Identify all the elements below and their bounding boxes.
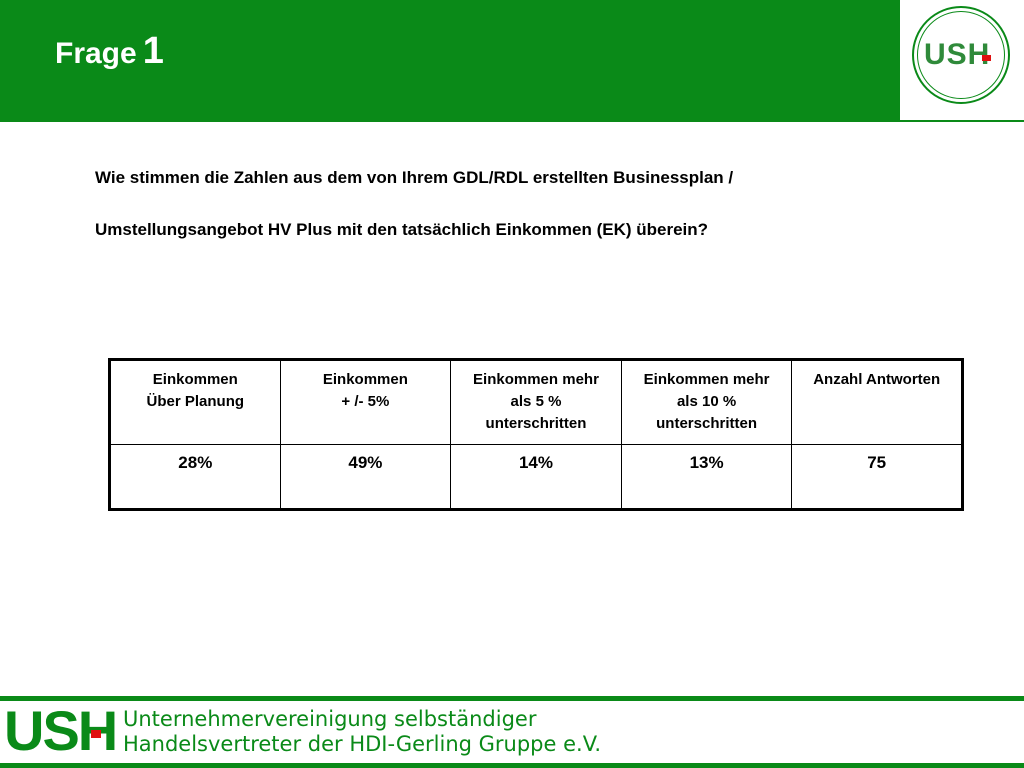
logo-red-dash [982, 55, 991, 61]
column-header: Anzahl Antworten [791, 359, 963, 445]
column-header-line: Anzahl Antworten [813, 371, 941, 388]
title-word: Frage [55, 37, 137, 70]
question-line-1: Wie stimmen die Zahlen aus dem von Ihrem… [95, 168, 734, 187]
logo-outer-ring [912, 6, 1010, 104]
footer-organization-name: Unternehmervereinigung selbständiger Han… [123, 707, 601, 757]
column-header-line: Einkommen mehr [643, 371, 770, 388]
table-header-row: Einkommen Über Planung Einkommen + /- 5%… [109, 359, 963, 445]
table-cell: 28% [109, 444, 281, 510]
title-number: 1 [142, 30, 164, 72]
table-cell: 75 [791, 444, 963, 510]
footer-logo-red-dash [91, 730, 101, 738]
table-cell: 14% [450, 444, 622, 510]
table-cell: 13% [620, 444, 793, 510]
column-header-line: unterschritten [485, 415, 587, 432]
column-header: Einkommen mehr als 5 % unterschritten [450, 359, 622, 445]
logo-inner-ring [917, 11, 1005, 99]
column-header-line: Über Planung [146, 393, 245, 410]
page-title: Frage 1 [55, 30, 164, 73]
footer-divider-top [0, 696, 1024, 701]
column-header-line: Einkommen [152, 371, 238, 388]
column-header-line: als 5 % [510, 393, 562, 410]
column-header: Einkommen mehr als 10 % unterschritten [620, 359, 793, 445]
footer-line-1: Unternehmervereinigung selbständiger [123, 707, 537, 731]
footer-divider-bottom [0, 763, 1024, 768]
column-header-line: + /- 5% [341, 393, 390, 410]
column-header-line: unterschritten [656, 415, 757, 432]
table-cell: 49% [279, 444, 452, 510]
footer-line-2: Handelsvertreter der HDI-Gerling Gruppe … [123, 732, 602, 756]
column-header-line: Einkommen [322, 371, 408, 388]
column-header: Einkommen + /- 5% [279, 359, 452, 445]
results-table: Einkommen Über Planung Einkommen + /- 5%… [108, 358, 964, 511]
logo-text: USH [924, 38, 991, 71]
column-header: Einkommen Über Planung [109, 359, 281, 445]
column-header-line: Einkommen mehr [473, 371, 599, 388]
column-header-line: als 10 % [676, 393, 737, 410]
header-divider [0, 120, 1024, 122]
header-bar [0, 0, 900, 120]
question-line-2: Umstellungsangebot HV Plus mit den tatsä… [95, 220, 709, 239]
table-row: 28% 49% 14% 13% 75 [109, 444, 963, 510]
